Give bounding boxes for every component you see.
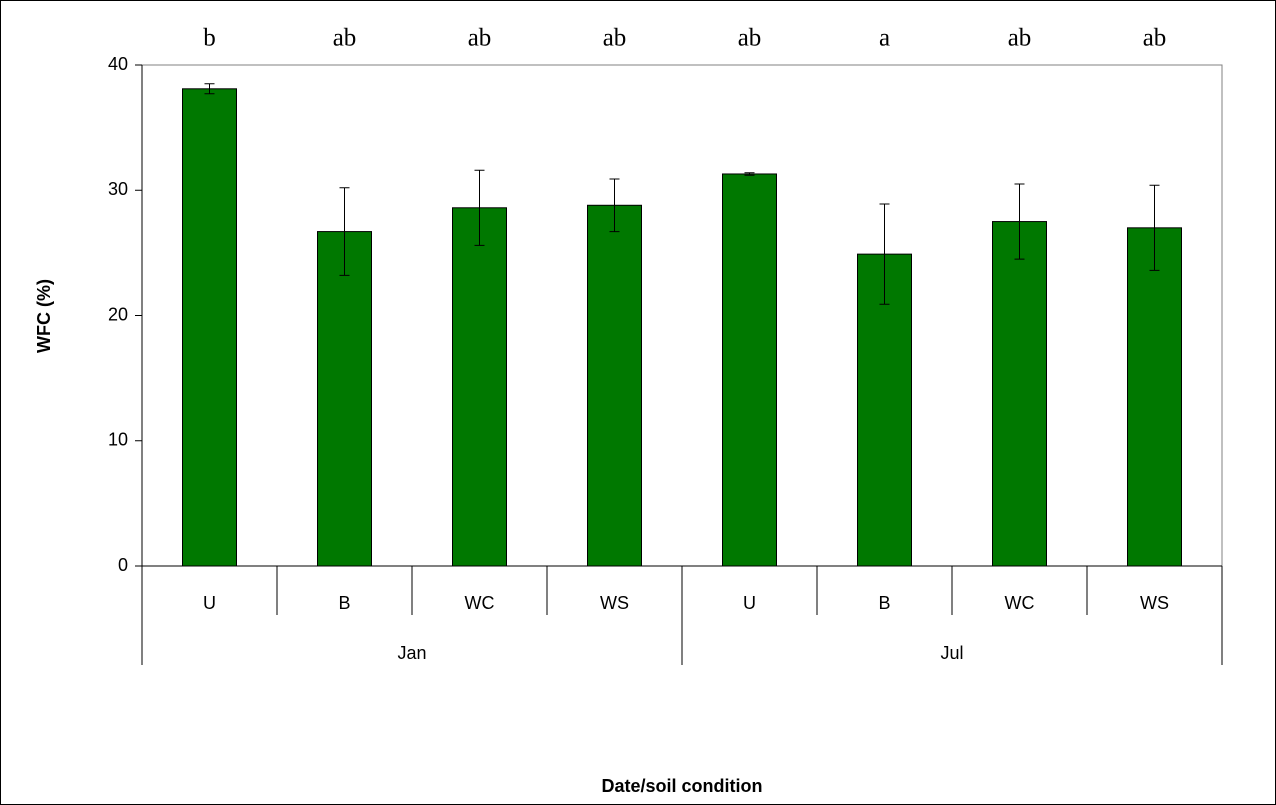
significance-label: ab	[738, 25, 762, 52]
significance-label: b	[203, 25, 216, 52]
x-tick-label: U	[203, 593, 216, 613]
bar	[722, 173, 777, 567]
y-tick-label: 10	[108, 430, 128, 450]
significance-label: ab	[468, 25, 492, 52]
x-axis-label: Date/soil condition	[601, 776, 762, 796]
bar	[317, 231, 372, 567]
x-tick-label: U	[743, 593, 756, 613]
error-bar	[204, 83, 215, 95]
x-tick-label: WC	[1005, 593, 1035, 613]
x-tick-label: WC	[465, 593, 495, 613]
y-axis-label: WFC (%)	[34, 279, 54, 353]
error-bar	[474, 169, 485, 246]
error-bar	[1149, 184, 1160, 271]
significance-label: ab	[603, 25, 627, 52]
error-bar	[879, 203, 890, 305]
error-bar	[339, 187, 350, 276]
x-tick-label: B	[338, 593, 350, 613]
significance-label: ab	[333, 25, 357, 52]
plot-frame	[142, 64, 1223, 566]
bar	[182, 88, 237, 567]
y-tick-label: 30	[108, 179, 128, 199]
bar	[992, 221, 1047, 567]
y-tick-label: 40	[108, 54, 128, 74]
group-label: Jan	[397, 643, 426, 663]
bar	[1127, 227, 1182, 567]
bar	[452, 207, 507, 567]
x-tick-label: B	[878, 593, 890, 613]
x-tick-label: WS	[1140, 593, 1169, 613]
significance-label: ab	[1008, 25, 1032, 52]
bar	[587, 204, 642, 567]
significance-label: ab	[1143, 25, 1167, 52]
error-bar	[744, 172, 755, 176]
significance-label: a	[879, 25, 890, 52]
bar	[857, 253, 912, 567]
y-tick-label: 0	[118, 555, 128, 575]
y-tick-label: 20	[108, 304, 128, 324]
group-label: Jul	[940, 643, 963, 663]
error-bar	[1014, 183, 1025, 260]
error-bar	[609, 178, 620, 233]
x-tick-label: WS	[600, 593, 629, 613]
